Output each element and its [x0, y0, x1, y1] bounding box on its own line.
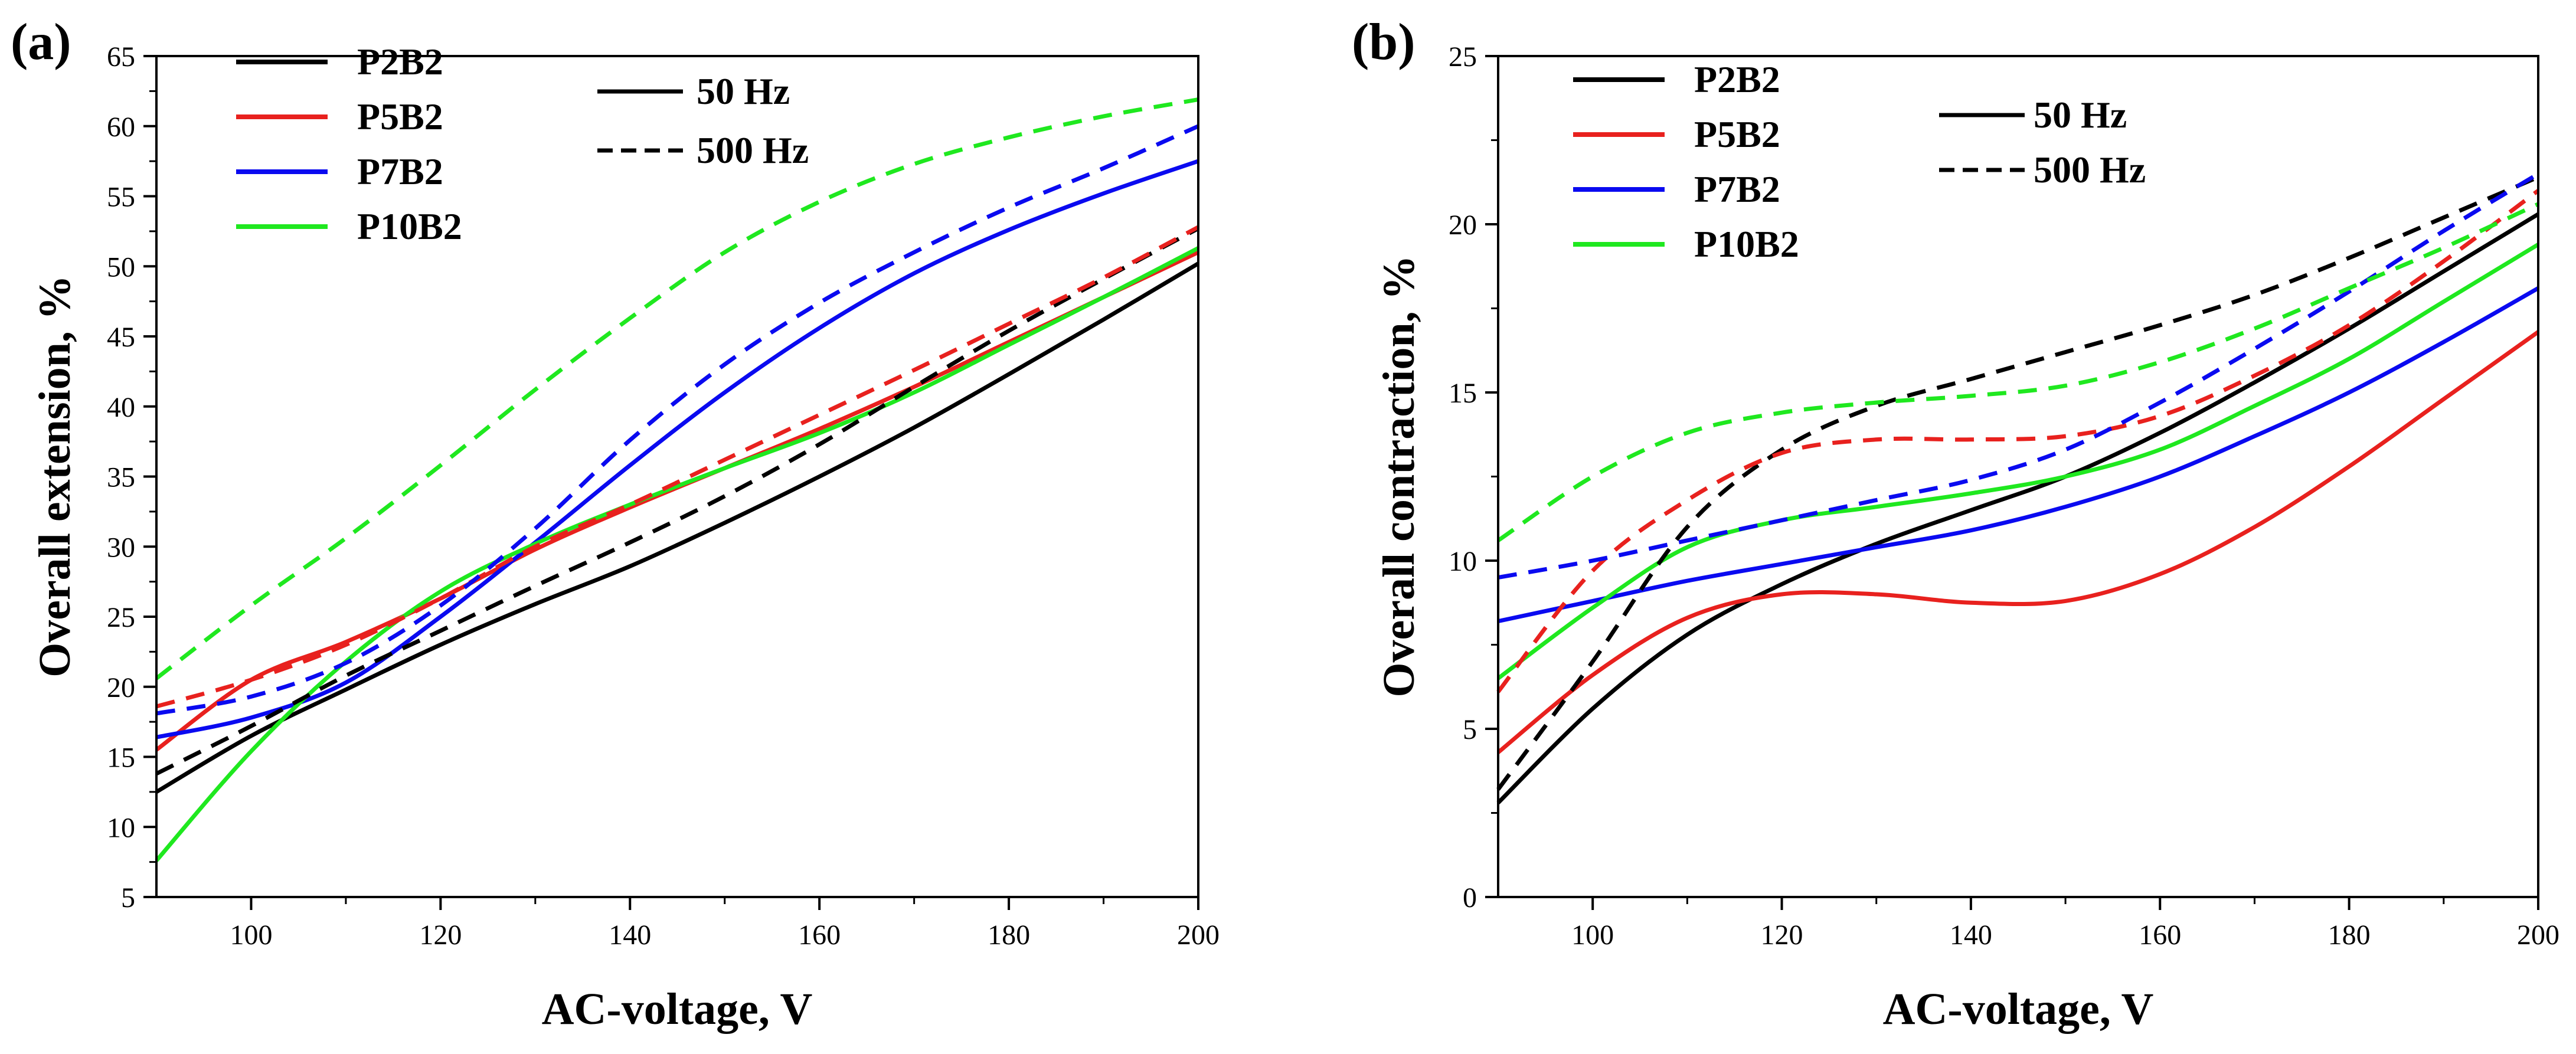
y-tick-label: 5 [1463, 714, 1477, 745]
series-line-p5b2-50hz [1496, 330, 2540, 754]
legend-label-50hz: 50 Hz [697, 70, 790, 112]
ticks-layer: 100 120 140 160 180 200 5 10 15 20 25 30 35 40 45 50 55 6… [107, 41, 1220, 951]
y-tick-label: 30 [107, 532, 135, 563]
frequency-legend: 50 Hz 500 Hz [1939, 94, 2146, 191]
series-line-p2b2-500hz [155, 227, 1199, 776]
series-line-p2b2-500hz [1496, 175, 2539, 791]
x-tick-label: 100 [1571, 919, 1614, 951]
legend-label-p7b2: P7B2 [1694, 168, 1780, 210]
series-line-p5b2-500hz [1496, 189, 2540, 693]
y-tick-label: 10 [107, 812, 135, 843]
series-layer [155, 97, 1199, 862]
y-axis-title: Overall contraction, % [1374, 255, 1424, 697]
legend-label-p2b2: P2B2 [357, 41, 443, 83]
y-tick-label: 20 [1449, 210, 1477, 241]
x-tick-label: 160 [2139, 919, 2181, 951]
y-tick-label: 65 [107, 41, 135, 73]
x-tick-label: 120 [1761, 919, 1803, 951]
legend-label-50hz: 50 Hz [2034, 94, 2127, 136]
legend-label-500hz: 500 Hz [697, 129, 809, 171]
series-line-p7b2-500hz [1498, 172, 2539, 580]
legend-label-p10b2: P10B2 [1694, 223, 1799, 265]
y-tick-label: 55 [107, 182, 135, 213]
legend-label-p10b2: P10B2 [357, 205, 462, 247]
plot-frame [1497, 55, 2539, 898]
series-line-p7b2-50hz [1498, 286, 2539, 624]
y-tick-label: 45 [107, 322, 135, 353]
series-line-p2b2-50hz [1496, 212, 2539, 804]
series-line-p7b2-50hz [156, 159, 1199, 739]
y-tick-label: 40 [107, 392, 135, 423]
panel-a: (a) 100 120 140 160 180 200 5 10 15 20 25 30 35 40 45 5… [11, 14, 1220, 1034]
y-tick-label: 25 [1449, 41, 1477, 73]
series-line-p10b2-50hz [155, 246, 1199, 862]
frequency-legend: 50 Hz 500 Hz [597, 70, 809, 171]
series-layer [1496, 172, 2540, 804]
panel-label: (b) [1352, 14, 1416, 71]
y-tick-label: 60 [107, 112, 135, 143]
y-tick-label: 20 [107, 672, 135, 703]
y-tick-label: 10 [1449, 546, 1477, 577]
sample-legend: P2B2 P5B2 P7B2 P10B2 [236, 41, 462, 247]
sample-legend: P2B2 P5B2 P7B2 P10B2 [1573, 58, 1799, 265]
panel-label: (a) [11, 14, 71, 71]
x-tick-label: 180 [2328, 919, 2371, 951]
x-tick-label: 140 [609, 919, 651, 951]
x-tick-label: 160 [798, 919, 841, 951]
series-line-p2b2-50hz [155, 261, 1199, 794]
y-tick-label: 50 [107, 251, 135, 283]
series-line-p5b2-500hz [156, 225, 1199, 709]
series-line-p10b2-500hz [1497, 202, 2539, 542]
legend-label-500hz: 500 Hz [2034, 149, 2146, 191]
series-line-p10b2-50hz [1496, 243, 2539, 680]
x-tick-label: 200 [1177, 919, 1220, 951]
series-line-p7b2-500hz [156, 124, 1199, 716]
panel-b: (b) 100 120 140 160 180 200 0 5 10 15 20 25 AC-volt… [1352, 14, 2559, 1034]
x-axis-title: AC-voltage, V [542, 984, 813, 1034]
legend-label-p5b2: P5B2 [1694, 113, 1780, 155]
y-axis-title: Overall extension, % [30, 275, 80, 677]
x-tick-label: 180 [988, 919, 1030, 951]
y-tick-label: 15 [1449, 378, 1477, 409]
legend-label-p7b2: P7B2 [357, 150, 443, 192]
y-tick-label: 15 [107, 742, 135, 774]
y-tick-label: 35 [107, 462, 135, 493]
x-tick-label: 200 [2517, 919, 2559, 951]
y-tick-label: 5 [121, 882, 135, 914]
x-tick-label: 140 [1950, 919, 1992, 951]
ticks-layer: 100 120 140 160 180 200 0 5 10 15 20 25 [1449, 41, 2559, 951]
x-tick-label: 120 [419, 919, 462, 951]
x-axis-title: AC-voltage, V [1883, 984, 2154, 1034]
legend-label-p2b2: P2B2 [1694, 58, 1780, 100]
plot-frame [155, 55, 1199, 898]
legend-label-p5b2: P5B2 [357, 96, 443, 138]
y-tick-label: 25 [107, 602, 135, 633]
y-tick-label: 0 [1463, 882, 1477, 914]
x-tick-label: 100 [230, 919, 272, 951]
series-line-p10b2-500hz [155, 97, 1199, 680]
